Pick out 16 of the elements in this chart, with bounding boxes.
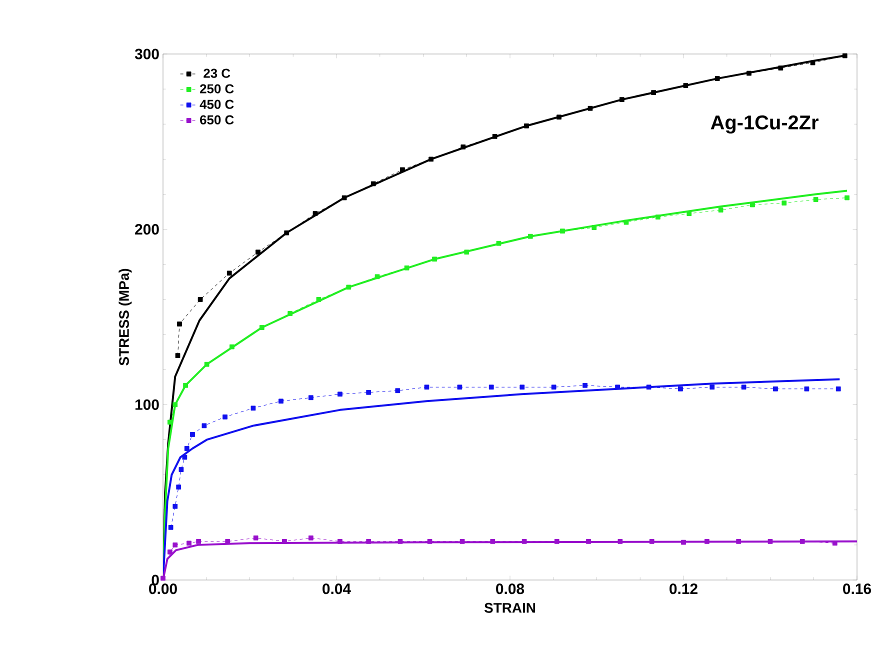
legend-label: 250 C	[200, 84, 234, 94]
y-tick-label: 0	[152, 574, 159, 586]
legend-label: 650 C	[200, 115, 234, 124]
y-axis-title: STRESS (MPa)	[118, 268, 132, 366]
x-axis-title: STRAIN	[484, 602, 536, 613]
legend-label: 23 C	[204, 68, 230, 78]
y-tick-label: 100	[135, 399, 159, 410]
x-tick-label: 0.04	[322, 584, 351, 594]
x-tick-label: 0.00	[149, 584, 177, 594]
x-tick-label: 0.16	[843, 584, 872, 594]
y-tick-label: 200	[135, 224, 159, 235]
x-tick-label: 0.08	[496, 584, 524, 594]
annotation: Ag-1Cu-2Zr	[710, 115, 818, 134]
legend-label: 450 C	[200, 100, 234, 109]
x-tick-label: 0.12	[670, 584, 698, 594]
y-tick-label: 300	[134, 48, 159, 60]
